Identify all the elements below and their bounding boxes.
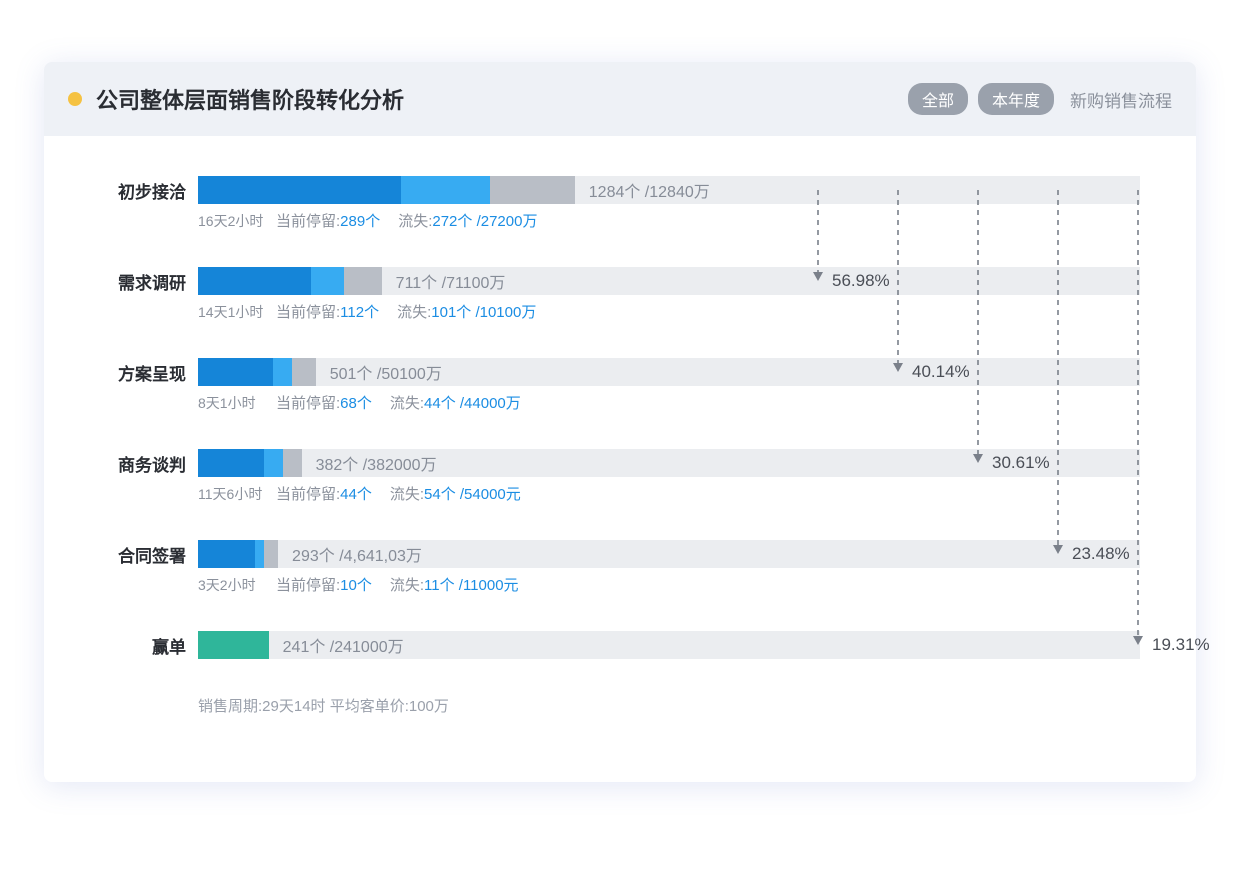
- conversion-rate: 19.31%: [1152, 635, 1196, 655]
- stage-row: 方案呈现 501个 /50100万 8天1小时 当前停留:68个流失: 44个 /4…: [100, 358, 1140, 413]
- stage-row: 合同签署 293个 /4,641,03万 3天2小时 当前停留:10个流失: 11个…: [100, 540, 1140, 595]
- stage-subinfo: 14天1小时 当前停留:112个流失: 101个 /10100万: [198, 301, 1140, 322]
- filter-process-label[interactable]: 新购销售流程: [1070, 87, 1172, 112]
- stage-duration: 8天1小时: [198, 393, 276, 413]
- bar-segment: [292, 358, 316, 386]
- conversion-rate: 23.48%: [1072, 544, 1130, 564]
- loss-label: 流失:: [398, 210, 432, 231]
- bar-segment: [311, 267, 344, 295]
- stage-name: 方案呈现: [100, 360, 186, 385]
- analysis-card: 公司整体层面销售阶段转化分析 全部 本年度 新购销售流程 初步接洽 1284个 /…: [44, 62, 1196, 782]
- stage-count: 241个 /241000万: [283, 633, 404, 657]
- loss-label: 流失:: [390, 483, 424, 504]
- bar-track: 711个 /71100万: [198, 267, 1140, 295]
- conversion-rate: 56.98%: [832, 271, 890, 291]
- stage-row: 需求调研 711个 /71100万 14天1小时 当前停留:112个流失: 101个…: [100, 267, 1140, 322]
- stage-name: 赢单: [100, 633, 186, 658]
- conversion-rate: 30.61%: [992, 453, 1050, 473]
- card-title: 公司整体层面销售阶段转化分析: [96, 83, 908, 115]
- bar-segment: [344, 267, 382, 295]
- stay-value: 68个: [340, 392, 372, 413]
- bar-track: 293个 /4,641,03万: [198, 540, 1140, 568]
- footer-summary: 销售周期:29天14时 平均客单价:100万: [198, 695, 1140, 716]
- stay-label: 当前停留:: [276, 210, 340, 231]
- bar-track: 501个 /50100万: [198, 358, 1140, 386]
- bar-segment: [198, 358, 273, 386]
- stage-count: 382个 /382000万: [316, 451, 437, 475]
- filter-group: 全部 本年度 新购销售流程: [908, 83, 1172, 115]
- filter-pill-year[interactable]: 本年度: [978, 83, 1054, 115]
- card-header: 公司整体层面销售阶段转化分析 全部 本年度 新购销售流程: [44, 62, 1196, 136]
- bar-track: 1284个 /12840万: [198, 176, 1140, 204]
- stage-name: 需求调研: [100, 269, 186, 294]
- stay-label: 当前停留:: [276, 574, 340, 595]
- loss-label: 流失:: [390, 574, 424, 595]
- bar-segment: [198, 540, 255, 568]
- chart-body: 初步接洽1284个 /12840万16天2小时 当前停留:289个流失: 272…: [44, 136, 1196, 746]
- stay-label: 当前停留:: [276, 301, 340, 322]
- bar-segment: [264, 540, 278, 568]
- conversion-rate: 40.14%: [912, 362, 970, 382]
- bar-segment: [198, 176, 401, 204]
- stage-name: 商务谈判: [100, 451, 186, 476]
- stage-duration: 16天2小时: [198, 211, 276, 231]
- loss-value: 54个 /54000元: [424, 483, 521, 504]
- stage-count: 293个 /4,641,03万: [292, 542, 422, 566]
- bar-segment: [198, 631, 269, 659]
- stay-value: 112个: [340, 301, 379, 322]
- stay-label: 当前停留:: [276, 392, 340, 413]
- status-dot-icon: [68, 92, 82, 106]
- loss-label: 流失:: [390, 392, 424, 413]
- stage-row: 商务谈判 382个 /382000万 11天6小时 当前停留:44个流失: 54个 …: [100, 449, 1140, 504]
- loss-value: 272个 /27200万: [432, 210, 537, 231]
- bar-segment: [198, 267, 311, 295]
- stage-row: 初步接洽 1284个 /12840万 16天2小时 当前停留:289个流失: 272…: [100, 176, 1140, 231]
- stay-value: 44个: [340, 483, 372, 504]
- stage-count: 501个 /50100万: [330, 360, 442, 384]
- stage-subinfo: 16天2小时 当前停留:289个流失: 272个 /27200万: [198, 210, 1140, 231]
- bar-segment: [490, 176, 575, 204]
- bar-segment: [198, 449, 264, 477]
- loss-label: 流失:: [397, 301, 431, 322]
- stage-subinfo: 3天2小时 当前停留:10个流失: 11个 /11000元: [198, 574, 1140, 595]
- bar-segment: [264, 449, 283, 477]
- bar-segment: [283, 449, 302, 477]
- bar-segment: [401, 176, 490, 204]
- stay-label: 当前停留:: [276, 483, 340, 504]
- stage-row: 赢单 241个 /241000万: [100, 631, 1140, 659]
- stage-subinfo: 8天1小时 当前停留:68个流失: 44个 /44000万: [198, 392, 1140, 413]
- stage-subinfo: 11天6小时 当前停留:44个流失: 54个 /54000元: [198, 483, 1140, 504]
- stay-value: 289个: [340, 210, 380, 231]
- bar-track: 241个 /241000万: [198, 631, 1140, 659]
- stage-name: 初步接洽: [100, 178, 186, 203]
- loss-value: 44个 /44000万: [424, 392, 521, 413]
- filter-pill-all[interactable]: 全部: [908, 83, 968, 115]
- stage-count: 711个 /71100万: [396, 269, 506, 293]
- stage-duration: 14天1小时: [198, 302, 276, 322]
- stage-name: 合同签署: [100, 542, 186, 567]
- bar-segment: [273, 358, 292, 386]
- loss-value: 101个 /10100万: [431, 301, 536, 322]
- stage-duration: 3天2小时: [198, 575, 276, 595]
- loss-value: 11个 /11000元: [424, 574, 519, 595]
- stage-duration: 11天6小时: [198, 484, 276, 504]
- bar-segment: [255, 540, 264, 568]
- stay-value: 10个: [340, 574, 372, 595]
- stage-count: 1284个 /12840万: [589, 178, 710, 202]
